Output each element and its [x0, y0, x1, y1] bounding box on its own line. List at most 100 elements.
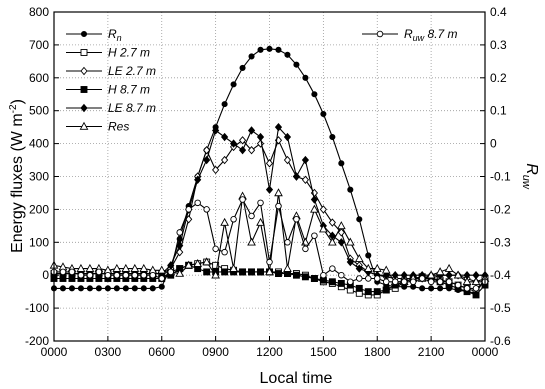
data-point: [302, 245, 309, 253]
legend-entry: Res: [66, 120, 129, 134]
data-point: [203, 206, 210, 213]
data-point: [76, 263, 86, 272]
data-point: [86, 285, 93, 292]
y2-tick-label: -0.1: [490, 170, 511, 184]
data-point: [167, 268, 174, 276]
ticks-layer: -200 -100 0 100 200 300 400 500 600 700 800 -0.6 -0.…: [25, 5, 511, 359]
y2-tick-label: 0.2: [490, 71, 507, 85]
legend-marker: [79, 121, 89, 130]
data-point: [283, 155, 292, 165]
y-tick-label: 400: [29, 137, 49, 151]
data-point: [121, 263, 131, 272]
data-point: [373, 288, 381, 296]
data-point: [248, 212, 255, 220]
data-point: [445, 278, 453, 286]
data-point: [311, 91, 318, 98]
data-point: [355, 264, 363, 273]
data-point: [301, 175, 310, 184]
data-point: [337, 228, 345, 237]
data-point: [230, 216, 237, 223]
legend-marker: [80, 86, 88, 93]
data-point: [247, 126, 256, 135]
data-point: [274, 122, 283, 132]
data-point: [203, 155, 211, 165]
data-point: [320, 110, 327, 118]
data-point: [247, 237, 256, 246]
data-point: [319, 205, 327, 214]
data-point: [257, 199, 264, 207]
legend-label: Res: [108, 120, 129, 134]
x-axis-label: Local time: [260, 370, 333, 387]
legend-entry: H 8.7 m: [66, 83, 150, 97]
data-point: [347, 278, 354, 286]
data-point: [265, 267, 274, 276]
data-point: [239, 64, 246, 71]
data-point: [310, 195, 318, 204]
data-point: [418, 275, 426, 282]
y-tick-label: 100: [29, 235, 49, 249]
legend-label: Ruw 8.7 m: [404, 27, 458, 43]
data-point: [77, 285, 84, 292]
data-point: [337, 238, 345, 247]
data-point: [391, 278, 399, 286]
data-point: [248, 53, 255, 60]
data-point: [454, 281, 462, 289]
data-point: [104, 285, 111, 292]
data-point: [365, 252, 372, 259]
data-point: [230, 81, 237, 88]
legend-entry: LE 2.7 m: [66, 64, 156, 78]
data-point: [149, 285, 156, 292]
data-point: [130, 263, 140, 272]
legend-marker: [80, 49, 88, 56]
data-point: [139, 263, 149, 272]
data-point: [104, 271, 112, 279]
data-point: [157, 265, 167, 274]
data-point: [122, 285, 129, 292]
data-point: [229, 263, 238, 272]
data-point: [310, 275, 318, 282]
data-point: [175, 268, 185, 277]
data-point: [265, 159, 274, 168]
legend: Rn H 2.7 m LE 2.7 m H 8.7 m LE 8.7 m Res Ruw 8…: [66, 27, 458, 134]
y2-tick-label: 0.3: [490, 38, 507, 52]
data-point: [444, 263, 454, 272]
series-layer: [49, 45, 490, 299]
legend-entry-right: Ruw 8.7 m: [362, 27, 458, 43]
legend-marker: [376, 30, 384, 38]
data-point: [275, 46, 282, 53]
y2-tick-label: -0.6: [490, 334, 511, 348]
data-point: [131, 271, 139, 279]
data-point: [95, 268, 103, 276]
data-point: [257, 46, 264, 53]
y2-axis-label: Ruw: [520, 163, 540, 190]
data-point: [131, 285, 138, 292]
data-point: [347, 186, 354, 193]
data-point: [221, 248, 228, 256]
legend-entry: LE 8.7 m: [66, 101, 156, 115]
data-point: [68, 285, 76, 292]
data-point: [239, 196, 246, 203]
data-point: [292, 271, 300, 279]
data-point: [185, 206, 192, 213]
data-point: [472, 291, 480, 299]
data-point: [293, 216, 300, 223]
data-point: [248, 268, 255, 276]
data-point: [302, 74, 309, 81]
legend-marker: [80, 30, 88, 38]
data-point: [256, 132, 265, 142]
x-tick-label: 0900: [202, 345, 229, 359]
data-point: [329, 133, 336, 141]
data-point: [221, 101, 228, 108]
y-tick-label: 800: [29, 5, 49, 19]
x-tick-label: 1200: [256, 345, 283, 359]
legend-entry: H 2.7 m: [66, 46, 150, 60]
legend-label: Rn: [108, 27, 122, 43]
data-point: [203, 268, 211, 276]
data-point: [445, 271, 453, 280]
data-point: [381, 265, 391, 274]
y-axis-label: Energy fluxes (W m-2): [8, 99, 26, 253]
data-point: [256, 217, 265, 226]
data-point: [202, 257, 212, 266]
data-point: [336, 221, 346, 230]
